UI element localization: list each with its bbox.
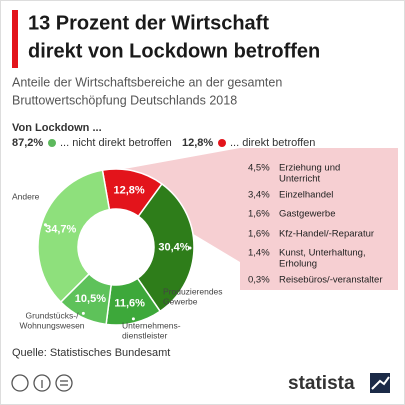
breakdown-name: Kunst, Unterhaltung, — [279, 248, 366, 259]
donut-segment — [37, 169, 111, 304]
leader-dot — [43, 223, 47, 227]
legend-label: ... nicht direkt betroffen — [60, 137, 172, 149]
breakdown-value: 1,6% — [248, 209, 270, 220]
segment-label: 11,6% — [114, 297, 145, 309]
legend-swatch — [218, 139, 226, 147]
subtitle: Bruttowertschöpfung Deutschlands 2018 — [12, 93, 237, 107]
icon — [55, 374, 73, 392]
breakdown-name: Kfz-Handel/-Reparatur — [279, 229, 374, 240]
breakdown-name: Erholung — [279, 259, 317, 270]
license-icons — [11, 374, 73, 392]
brand: statista — [288, 373, 355, 394]
legend-value: 87,2% — [12, 137, 43, 149]
legend-label: ... direkt betroffen — [230, 137, 315, 149]
icon — [11, 374, 29, 392]
segment-label: 12,8% — [113, 184, 144, 196]
leader-dot — [188, 246, 192, 250]
breakdown-name: Reisebüros/-veranstalter — [279, 275, 383, 286]
category-label: Wohnungswesen — [19, 320, 84, 330]
category-label: Produzierendes — [163, 286, 223, 296]
segment-label: 10,5% — [75, 293, 106, 305]
breakdown-value: 1,4% — [248, 248, 270, 259]
breakdown-name: Gastgewerbe — [279, 209, 336, 220]
legend-title: Von Lockdown ... — [12, 122, 102, 134]
breakdown-value: 4,5% — [248, 163, 270, 174]
category-label: dienstleister — [122, 330, 168, 340]
source: Quelle: Statistisches Bundesamt — [12, 347, 170, 359]
category-label: Grundstücks-/ — [26, 310, 80, 320]
legend-value: 12,8% — [182, 137, 213, 149]
breakdown-name: Einzelhandel — [279, 190, 333, 201]
chart-title: 13 Prozent der Wirtschaft — [28, 12, 269, 34]
brand-icon — [370, 373, 390, 393]
leader-dot — [131, 317, 135, 321]
category-label: Unternehmens- — [122, 320, 181, 330]
title-accent — [12, 10, 18, 68]
category-label: Gewerbe — [163, 296, 198, 306]
breakdown-value: 0,3% — [248, 275, 270, 286]
segment-label: 34,7% — [45, 223, 76, 235]
category-label: Andere — [12, 191, 40, 201]
icon — [33, 374, 51, 392]
breakdown-name: Erziehung und — [279, 163, 340, 174]
callout-box — [240, 148, 398, 290]
breakdown-value: 3,4% — [248, 190, 270, 201]
segment-label: 30,4% — [158, 242, 189, 254]
chart-title: direkt von Lockdown betroffen — [28, 40, 320, 62]
subtitle: Anteile der Wirtschaftsbereiche an der g… — [12, 75, 282, 89]
brand-icon — [371, 376, 390, 390]
legend-swatch — [48, 139, 56, 147]
breakdown-name: Unterricht — [279, 174, 321, 185]
breakdown-value: 1,6% — [248, 229, 270, 240]
leader-dot — [81, 311, 85, 315]
donut-segment — [136, 182, 195, 313]
